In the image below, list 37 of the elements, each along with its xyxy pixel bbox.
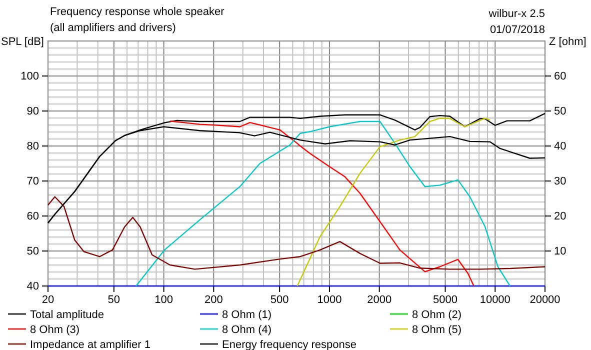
y2-tick-label: 10 [554, 246, 566, 258]
x-tick-label: 50 [108, 294, 120, 306]
y2-axis-title: Z [ohm] [549, 36, 586, 48]
legend-label: 8 Ohm (2) [412, 309, 462, 321]
y-tick-label: 90 [26, 106, 39, 118]
y-tick-label: 40 [26, 280, 39, 293]
legend-label: Energy frequency response [222, 339, 357, 350]
y-tick-label: 50 [26, 246, 39, 258]
y-axis-title: SPL [dB] [0, 36, 44, 48]
y2-tick-label: 60 [554, 70, 566, 83]
legend-label: 8 Ohm (5) [412, 324, 462, 336]
legend-label: Impedance at amplifier 1 [30, 339, 150, 350]
chart-title: Frequency response whole speaker [50, 6, 225, 18]
y2-tick-label: 20 [554, 210, 566, 223]
x-tick-label: 1000 [317, 294, 342, 306]
y-tick-label: 70 [26, 176, 39, 188]
y2-tick-label: 30 [554, 176, 566, 188]
x-tick-label: 20000 [530, 294, 560, 306]
y-tick-label: 100 [20, 70, 39, 83]
text: wilbur-x 2.5 [488, 8, 545, 20]
legend-label: 8 Ohm (4) [222, 324, 272, 336]
y2-tick-label: 50 [554, 106, 566, 118]
legend-label: Total amplitude [30, 309, 104, 321]
x-tick-label: 5000 [433, 294, 458, 306]
x-tick-label: 20 [42, 294, 54, 306]
chart-subtitle: (all amplifiers and drivers) [50, 22, 176, 34]
y2-tick-label: 40 [554, 140, 566, 153]
x-tick-label: 100 [154, 294, 173, 306]
text: 01/07/2018 [490, 24, 545, 36]
x-tick-label: 2000 [367, 294, 392, 306]
x-tick-label: 10000 [480, 294, 510, 306]
y-tick-label: 60 [26, 210, 39, 223]
x-tick-label: 200 [204, 294, 223, 306]
legend-label: 8 Ohm (3) [30, 324, 80, 336]
legend-label: 8 Ohm (1) [222, 309, 272, 321]
y-tick-label: 80 [26, 140, 39, 153]
x-tick-label: 500 [270, 294, 289, 306]
